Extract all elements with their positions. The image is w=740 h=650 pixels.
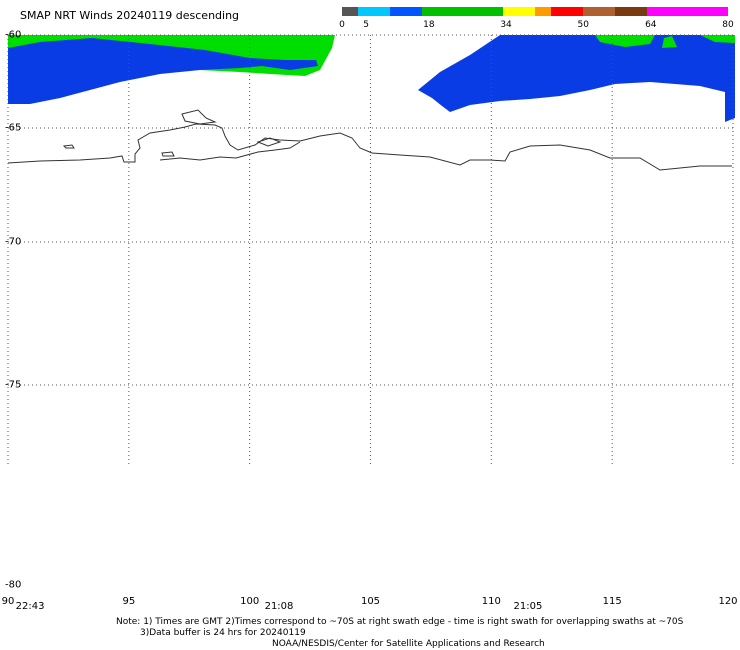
latitude-label: -75 (5, 379, 22, 391)
note-line-3: NOAA/NESDIS/Center for Satellite Applica… (272, 639, 545, 649)
island-3 (256, 137, 282, 147)
colorbar-segment (615, 7, 632, 16)
swath-left-blue (8, 38, 318, 104)
longitude-label: 110 (481, 596, 501, 607)
antarctic-coastline (7, 123, 732, 171)
wind-speed-colorbar (342, 7, 728, 16)
colorbar-segment (567, 7, 584, 16)
colorbar-segment (599, 7, 616, 16)
latitude-label: -65 (5, 122, 22, 134)
longitude-label: 105 (360, 596, 381, 607)
pass-time-label: 21:05 (513, 601, 543, 612)
colorbar-segment (631, 7, 648, 16)
map-grid (7, 34, 734, 465)
colorbar-segment (518, 7, 535, 16)
colorbar-tick-label: 64 (645, 20, 657, 30)
swath-right-green (595, 35, 655, 47)
colorbar-segment (695, 7, 712, 16)
ice-shelf-inner (159, 141, 301, 161)
colorbar-tick-label: 34 (500, 20, 512, 30)
colorbar-tick-label: 80 (722, 20, 734, 30)
latitude-label: -60 (5, 29, 22, 41)
longitude-label: 100 (240, 596, 260, 607)
note-line-2: 3)Data buffer is 24 hrs for 20240119 (140, 628, 306, 638)
colorbar-tick-label: 0 (339, 20, 345, 30)
longitude-label: 95 (122, 596, 136, 607)
longitude-label: 90 (1, 596, 15, 607)
colorbar-segment (534, 7, 552, 16)
pass-time-label: 22:43 (15, 601, 45, 612)
colorbar-segment (583, 7, 600, 16)
colorbar-segment (422, 7, 439, 16)
map-title: SMAP NRT Winds 20240119 descending (20, 9, 240, 22)
colorbar-segment (551, 7, 568, 16)
colorbar-segment (679, 7, 696, 16)
latitude-label: -80 (5, 579, 22, 591)
colorbar-segment (663, 7, 680, 16)
coastline (7, 109, 732, 171)
colorbar-segment (454, 7, 471, 16)
swath-right-green-2 (700, 35, 735, 43)
note-line-1: Note: 1) Times are GMT 2)Times correspon… (116, 617, 684, 627)
colorbar-segment (711, 7, 728, 16)
colorbar-segment (502, 7, 519, 16)
colorbar-segment (390, 7, 407, 16)
longitude-label: 120 (718, 596, 738, 607)
island-2 (181, 109, 217, 125)
island-1 (62, 144, 75, 149)
swath-right-blue (418, 35, 735, 122)
colorbar-segment (470, 7, 487, 16)
island-4 (161, 151, 175, 157)
colorbar-segment (486, 7, 503, 16)
colorbar-tick-label: 50 (577, 20, 589, 30)
pass-time-label: 21:08 (264, 601, 294, 612)
latitude-label: -70 (5, 236, 22, 248)
swath-right-green-3 (662, 36, 677, 48)
colorbar-segment (438, 7, 455, 16)
longitude-label: 115 (602, 596, 622, 607)
colorbar-tick-label: 5 (363, 20, 369, 30)
colorbar-segment (406, 7, 423, 16)
colorbar-segment (358, 7, 375, 16)
colorbar-segment (374, 7, 391, 16)
colorbar-tick-label: 18 (423, 20, 435, 30)
colorbar-segment (342, 7, 359, 16)
colorbar-segment (647, 7, 664, 16)
wind-swaths (8, 35, 735, 122)
